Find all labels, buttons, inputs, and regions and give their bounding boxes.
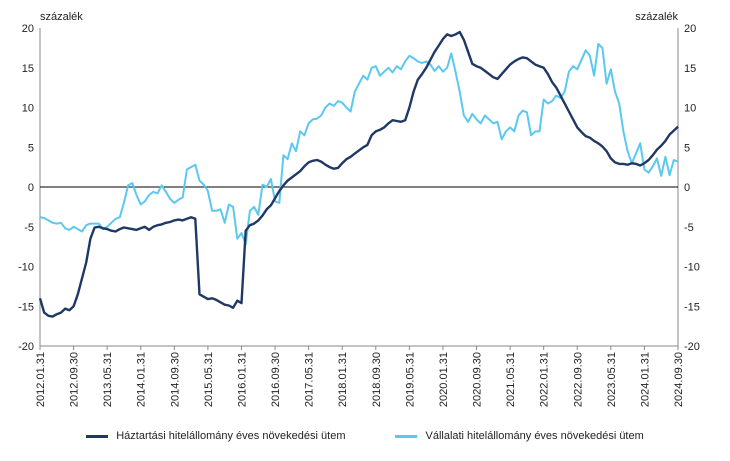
legend-swatch-corporate (395, 434, 418, 438)
y-tick-label-right: 0 (684, 182, 690, 194)
legend-item-corporate: Vállalati hitelállomány éves növekedési … (395, 430, 644, 442)
y-tick-label-left: -5 (24, 222, 34, 234)
x-tick-label: 2015.05.31 (203, 352, 215, 407)
series-lines (38, 30, 679, 318)
x-tick-label: 2022.01.31 (539, 352, 551, 407)
left-axis-unit: százalék (40, 11, 83, 23)
x-tick-label: 2024.09.30 (673, 352, 685, 407)
y-tick-label-left: -10 (18, 262, 34, 274)
legend-label-household: Háztartási hitelállomány éves növekedési… (116, 430, 346, 442)
y-tick-label-right: -10 (684, 262, 700, 274)
y-tick-label-left: -15 (18, 301, 34, 313)
x-tick-label: 2024.01.31 (639, 352, 651, 407)
household-series-line (38, 30, 679, 318)
legend-swatch-household (86, 434, 109, 438)
x-tick-label: 2012.01.31 (35, 352, 47, 407)
x-tick-label: 2021.05.31 (505, 352, 517, 407)
legend-label-corporate: Vállalati hitelállomány éves növekedési … (425, 430, 644, 442)
x-tick-label: 2018.01.31 (337, 352, 349, 407)
x-tick-label: 2014.09.30 (169, 352, 181, 407)
y-tick-label-right: 10 (684, 103, 696, 115)
y-tick-label-right: -15 (684, 301, 700, 313)
y-tick-label-right: 15 (684, 63, 696, 75)
right-axis-unit: százalék (635, 11, 678, 23)
y-tick-label-left: 15 (22, 63, 34, 75)
x-tick-label: 2012.09.30 (69, 352, 81, 407)
y-tick-label-left: 10 (22, 103, 34, 115)
y-tick-label-left: 20 (22, 23, 34, 35)
y-tick-label-right: 5 (684, 142, 690, 154)
x-tick-label: 2017.05.31 (304, 352, 316, 407)
x-tick-label: 2023.05.31 (606, 352, 618, 407)
legend: Háztartási hitelállomány éves növekedési… (0, 430, 730, 442)
x-tick-label: 2016.09.30 (270, 352, 282, 407)
x-tick-label: 2022.09.30 (572, 352, 584, 407)
y-tick-label-right: 20 (684, 23, 696, 35)
y-tick-label-right: -5 (684, 222, 694, 234)
x-tick-label: 2014.01.31 (136, 352, 148, 407)
x-tick-label: 2018.09.30 (371, 352, 383, 407)
y-tick-label-left: 5 (28, 142, 34, 154)
corporate-series-line (39, 42, 679, 246)
y-tick-label-left: -20 (18, 341, 34, 353)
x-tick-label: 2013.05.31 (102, 352, 114, 407)
y-tick-label-right: -20 (684, 341, 700, 353)
x-tick-label: 2019.05.31 (404, 352, 416, 407)
line-chart: százalék százalék -20 -20 -15 -15 -10 -10 -5 -5… (18, 11, 700, 407)
x-tick-label: 2020.01.31 (438, 352, 450, 407)
x-tick-label: 2020.09.30 (472, 352, 484, 407)
y-tick-label-left: 0 (28, 182, 34, 194)
legend-item-household: Háztartási hitelállomány éves növekedési… (86, 430, 345, 442)
x-tick-label: 2016.01.31 (236, 352, 248, 407)
